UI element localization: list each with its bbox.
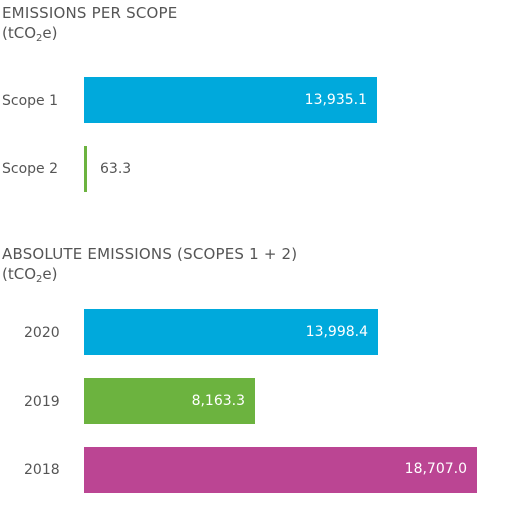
chart-unit: (tCO2e) <box>2 265 58 285</box>
category-label-scope-2: Scope 2 <box>2 161 59 177</box>
category-label-2019: 2019 <box>24 394 60 410</box>
chart-unit: (tCO2e) <box>2 24 58 44</box>
chart-title: EMISSIONS PER SCOPE <box>2 4 178 22</box>
value-label-scope-2: 63.3 <box>100 161 132 177</box>
category-label-2020: 2020 <box>24 325 60 341</box>
category-label-scope-1: Scope 1 <box>2 93 59 109</box>
bar-2018 <box>84 447 477 493</box>
value-label-2019: 8,163.3 <box>191 393 245 409</box>
value-label-2018: 18,707.0 <box>404 461 467 477</box>
value-label-2020: 13,998.4 <box>305 324 368 340</box>
bar-scope-2 <box>84 146 87 192</box>
bar-scope-1 <box>84 77 377 123</box>
bar-2020 <box>84 309 378 355</box>
category-label-2018: 2018 <box>24 462 60 478</box>
bar-2019 <box>84 378 255 424</box>
chart-title: ABSOLUTE EMISSIONS (SCOPES 1 + 2) <box>2 245 298 263</box>
value-label-scope-1: 13,935.1 <box>304 92 367 108</box>
